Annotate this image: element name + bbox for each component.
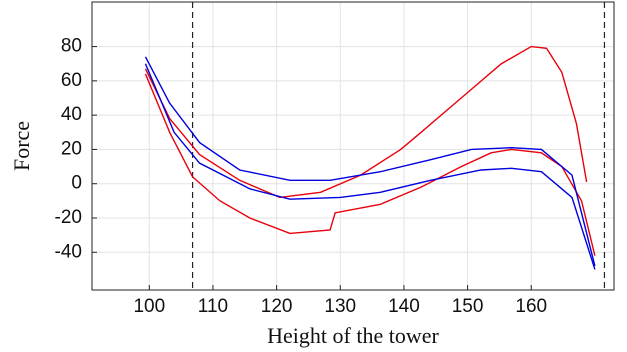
x-tick-label: 160 xyxy=(515,296,547,317)
series-line xyxy=(144,63,596,270)
y-axis-label: Force xyxy=(9,121,34,171)
series-line xyxy=(144,45,588,199)
x-tick-label: 130 xyxy=(324,296,356,317)
series-line xyxy=(144,56,596,267)
x-tick-label: 140 xyxy=(388,296,420,317)
y-tick-label: 20 xyxy=(61,138,82,159)
series-line xyxy=(144,73,596,256)
y-tick-label: 80 xyxy=(61,36,82,57)
y-tick-label: 0 xyxy=(71,173,82,194)
x-tick-label: 150 xyxy=(452,296,484,317)
plot-frame xyxy=(91,1,615,291)
y-tick-label: -40 xyxy=(55,241,82,262)
x-tick-label: 100 xyxy=(133,296,165,317)
y-tick-label: -20 xyxy=(55,207,82,228)
x-tick-label: 120 xyxy=(261,296,293,317)
y-tick-label: 60 xyxy=(61,70,82,91)
x-tick-label: 110 xyxy=(198,296,228,317)
x-axis-label: Height of the tower xyxy=(267,323,439,348)
y-tick-label: 40 xyxy=(61,104,82,125)
